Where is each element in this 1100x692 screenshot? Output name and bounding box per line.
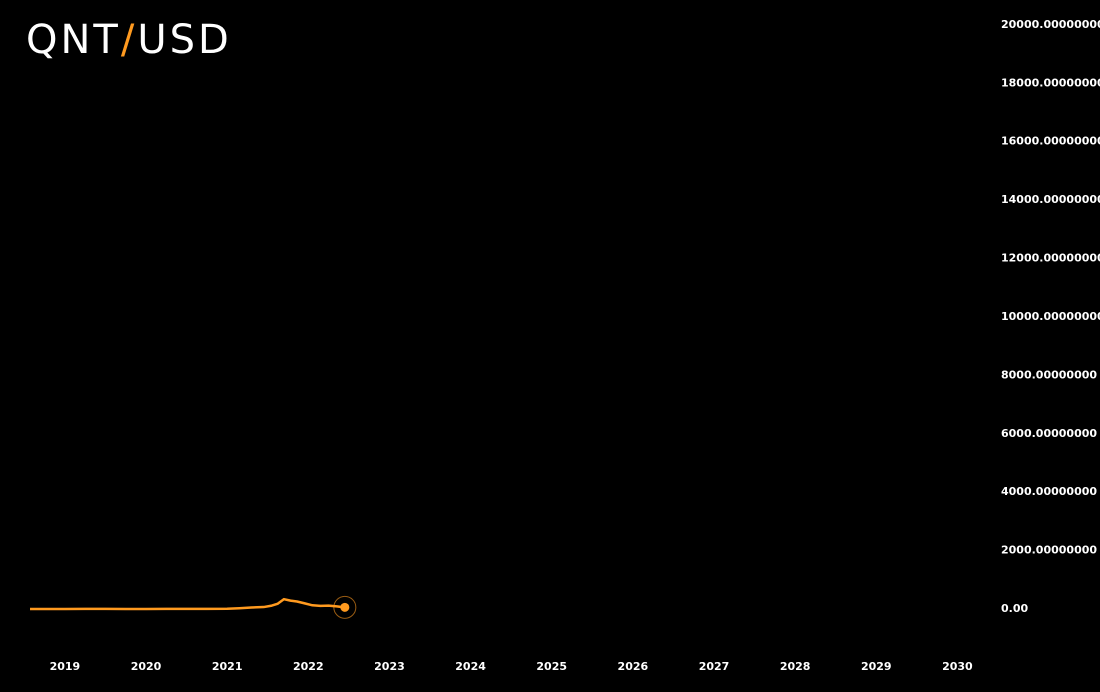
x-tick-label: 2023 — [374, 660, 405, 673]
x-tick-label: 2022 — [293, 660, 324, 673]
x-tick-label: 2025 — [536, 660, 567, 673]
x-tick-label: 2028 — [780, 660, 811, 673]
y-tick-label: 0.00 — [1001, 602, 1028, 615]
x-tick-label: 2021 — [212, 660, 243, 673]
x-tick-label: 2020 — [131, 660, 162, 673]
y-tick-label: 12000.00000000 — [1001, 252, 1100, 265]
last-point — [340, 602, 350, 612]
last-point-ring — [333, 595, 357, 619]
price-line — [30, 597, 345, 611]
y-tick-label: 16000.00000000 — [1001, 135, 1100, 148]
y-tick-label: 2000.00000000 — [1001, 544, 1097, 557]
x-tick-label: 2027 — [699, 660, 730, 673]
x-tick-label: 2026 — [618, 660, 649, 673]
y-tick-label: 18000.00000000 — [1001, 76, 1100, 89]
y-tick-label: 8000.00000000 — [1001, 368, 1097, 381]
y-tick-label: 6000.00000000 — [1001, 427, 1097, 440]
y-tick-label: 14000.00000000 — [1001, 193, 1100, 206]
chart-title: QNT/USD — [26, 17, 232, 63]
y-tick-label: 20000.00000000 — [1001, 18, 1100, 31]
x-tick-label: 2030 — [942, 660, 973, 673]
x-tick-label: 2029 — [861, 660, 892, 673]
y-tick-label: 4000.00000000 — [1001, 485, 1097, 498]
x-tick-label: 2019 — [50, 660, 81, 673]
y-tick-label: 10000.00000000 — [1001, 310, 1100, 323]
x-tick-label: 2024 — [455, 660, 486, 673]
